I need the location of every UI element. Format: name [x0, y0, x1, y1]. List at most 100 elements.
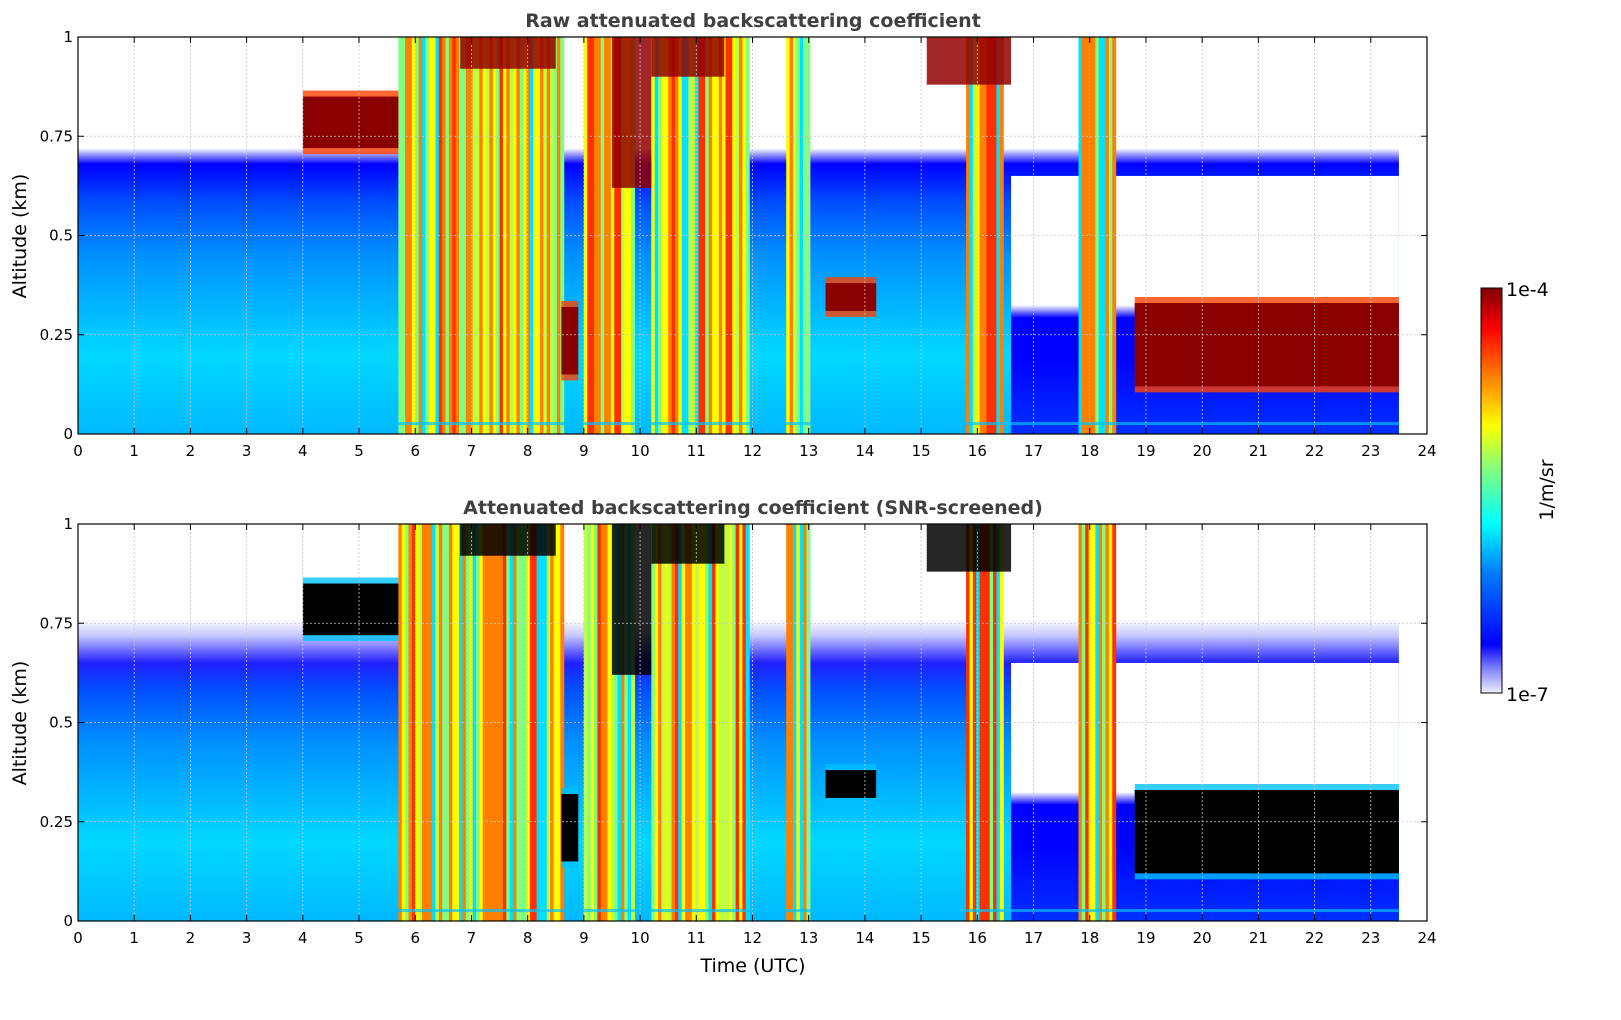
- precip-streak: [654, 37, 659, 434]
- x-tick-label: 20: [1193, 929, 1212, 947]
- x-tick-label: 1: [129, 929, 139, 947]
- y-tick-label: 0.25: [40, 813, 73, 831]
- x-tick-label: 12: [743, 442, 762, 460]
- precip-streak: [543, 37, 548, 434]
- x-tick-label: 8: [523, 929, 533, 947]
- cloud-layer: [302, 96, 399, 149]
- precip-streak: [435, 524, 440, 921]
- precip-streak: [979, 524, 984, 921]
- x-tick-label: 14: [855, 442, 874, 460]
- y-tick-label: 0.25: [40, 326, 73, 344]
- near-surface-band: [78, 909, 1399, 913]
- precip-streak: [415, 524, 420, 921]
- precip-streak: [1095, 37, 1100, 434]
- x-tick-label: 4: [298, 442, 308, 460]
- precip-streak: [627, 524, 632, 921]
- x-tick-label: 8: [523, 442, 533, 460]
- precip-streak: [523, 524, 528, 921]
- precip-streak: [550, 524, 555, 921]
- cloud-layer: [825, 283, 877, 311]
- precip-streak: [614, 524, 619, 921]
- panel-raw-gridlines: [78, 37, 1427, 434]
- y-tick-label: 0.75: [40, 127, 73, 145]
- precip-streak: [546, 37, 551, 434]
- precip-streak: [982, 37, 987, 434]
- precip-streak: [631, 37, 636, 434]
- x-tick-label: 16: [968, 442, 987, 460]
- precip-streak: [982, 524, 987, 921]
- precip-streak: [590, 37, 595, 434]
- precip-streak: [418, 524, 423, 921]
- precip-streak: [718, 524, 723, 921]
- precip-streak: [442, 524, 447, 921]
- precip-streak: [698, 37, 703, 434]
- precip-streak: [526, 524, 531, 921]
- x-tick-label: 24: [1417, 442, 1436, 460]
- precip-streak: [479, 37, 484, 434]
- precip-streak: [435, 37, 440, 434]
- precip-streak: [627, 37, 632, 434]
- x-tick-label: 21: [1249, 442, 1268, 460]
- precip-streak: [1078, 37, 1083, 434]
- precip-streak: [739, 37, 743, 434]
- x-tick-label: 10: [631, 442, 650, 460]
- precip-streak: [546, 524, 551, 921]
- precip-streak: [651, 37, 656, 434]
- precip-streak: [610, 37, 615, 434]
- precip-streak: [695, 524, 700, 921]
- cloud-layer: [302, 583, 399, 636]
- x-tick-label: 19: [1136, 442, 1155, 460]
- precip-streak: [674, 37, 679, 434]
- precip-streak: [1098, 524, 1103, 921]
- precip-streak: [803, 37, 808, 434]
- y-tick-label: 1: [63, 28, 73, 46]
- panel-raw-x-ticks: 0 1 2 3 4 5 6 7 8 9 10 11 12 13 14 15 16 17 18 19 20 21 22 23 24: [73, 37, 1437, 460]
- x-tick-label: 23: [1361, 929, 1380, 947]
- x-tick-label: 18: [1080, 442, 1099, 460]
- precip-streak: [806, 37, 811, 434]
- precip-streak: [658, 37, 663, 434]
- precip-streak: [607, 37, 612, 434]
- cloud-layer: [825, 770, 877, 798]
- precip-streak: [462, 37, 467, 434]
- x-tick-label: 13: [799, 442, 818, 460]
- x-tick-label: 2: [186, 929, 196, 947]
- precip-streak: [459, 524, 464, 921]
- precip-streak: [658, 524, 663, 921]
- x-tick-label: 17: [1024, 929, 1043, 947]
- colorbar-min-label: 1e-7: [1506, 684, 1549, 706]
- x-tick-label: 18: [1080, 929, 1099, 947]
- panel-snr-ylabel: Altitude (km): [9, 661, 31, 786]
- x-tick-label: 14: [855, 929, 874, 947]
- precip-streak: [519, 37, 524, 434]
- panel-snr: Attenuated backscattering coefficient (S…: [9, 497, 1437, 977]
- precip-streak: [506, 524, 511, 921]
- x-tick-label: 0: [73, 442, 83, 460]
- cloud-layer: [1134, 789, 1399, 874]
- precip-streak: [475, 524, 480, 921]
- precip-streak: [486, 37, 491, 434]
- colorbar-unit-label: 1/m/sr: [1536, 459, 1558, 520]
- precip-streak: [438, 524, 443, 921]
- precip-streak: [455, 524, 460, 921]
- x-tick-label: 22: [1305, 442, 1324, 460]
- x-tick-label: 16: [968, 929, 987, 947]
- precip-streak: [1102, 37, 1107, 434]
- precip-streak: [986, 37, 991, 434]
- precip-streak: [550, 37, 555, 434]
- precip-streak: [526, 37, 531, 434]
- y-tick-label: 0: [63, 912, 73, 930]
- cloud-layer: [561, 306, 579, 375]
- precip-streak: [735, 37, 740, 434]
- precip-streak: [506, 37, 511, 434]
- panel-snr-y-ticks: 0 0.25 0.5 0.75 1: [40, 515, 1427, 930]
- saturated-cloud-top: [651, 37, 725, 77]
- cloud-layer: [1134, 302, 1399, 387]
- saturated-cloud-top: [611, 524, 652, 675]
- x-tick-label: 24: [1417, 929, 1436, 947]
- x-tick-label: 1: [129, 442, 139, 460]
- precip-streak: [1102, 524, 1107, 921]
- precip-streak: [715, 524, 720, 921]
- precip-streak: [651, 524, 656, 921]
- precip-streak: [486, 524, 491, 921]
